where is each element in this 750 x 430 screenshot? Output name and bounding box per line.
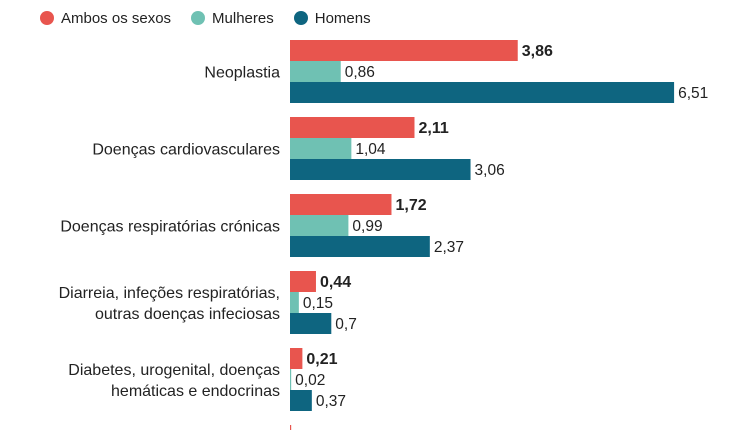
value-label: 1,72 bbox=[395, 197, 426, 214]
value-label: 0,02 bbox=[295, 372, 325, 389]
category-label: hemáticas e endocrinas bbox=[111, 383, 280, 400]
bar-ambos bbox=[290, 271, 316, 292]
legend: Ambos os sexos Mulheres Homens bbox=[40, 8, 371, 28]
bar-mulheres bbox=[290, 215, 349, 236]
bar-homens bbox=[290, 159, 471, 180]
legend-swatch-homens bbox=[293, 11, 308, 25]
bar-ambos bbox=[290, 117, 415, 138]
bar-mulheres bbox=[290, 369, 292, 390]
value-label: 1,04 bbox=[355, 141, 386, 158]
bar-ambos bbox=[290, 425, 292, 430]
value-label: 0,7 bbox=[335, 316, 357, 333]
legend-label-homens: Homens bbox=[314, 9, 371, 27]
legend-item-mulheres: Mulheres bbox=[191, 10, 274, 27]
bar-ambos bbox=[290, 40, 518, 61]
value-label: 0,15 bbox=[303, 295, 333, 312]
category-label: Doenças respiratórias crónicas bbox=[60, 219, 280, 236]
legend-item-homens: Homens bbox=[293, 9, 371, 27]
value-label: 3,86 bbox=[522, 43, 553, 60]
category-label: outras doenças infeciosas bbox=[95, 306, 280, 323]
legend-swatch-ambos bbox=[40, 11, 54, 25]
value-label: 0,37 bbox=[316, 393, 346, 410]
bar-homens bbox=[290, 313, 332, 334]
value-label: 3,06 bbox=[475, 162, 505, 179]
value-label: 0,02 bbox=[295, 428, 326, 430]
legend-swatch-mulheres bbox=[191, 11, 206, 25]
bar-mulheres bbox=[290, 138, 352, 159]
bar-mulheres bbox=[290, 292, 299, 313]
category-label: Doenças cardiovasculares bbox=[92, 142, 280, 159]
category-label: Diarreia, infeções respiratórias, bbox=[59, 285, 280, 302]
bar-homens bbox=[290, 236, 430, 257]
bar-homens bbox=[290, 390, 312, 411]
value-label: 0,86 bbox=[345, 64, 375, 81]
value-label: 2,11 bbox=[418, 120, 448, 137]
value-label: 0,44 bbox=[320, 274, 351, 291]
legend-item-ambos: Ambos os sexos bbox=[40, 10, 171, 27]
value-label: 0,21 bbox=[306, 351, 337, 368]
legend-label-ambos: Ambos os sexos bbox=[61, 9, 172, 27]
value-label: 0,99 bbox=[352, 218, 382, 235]
bar-ambos bbox=[290, 194, 392, 215]
bar-homens bbox=[290, 82, 675, 103]
legend-label-mulheres: Mulheres bbox=[212, 9, 274, 27]
category-label: Neoplastia bbox=[204, 65, 280, 82]
category-label: Diabetes, urogenital, doenças bbox=[68, 362, 280, 379]
bar-mulheres bbox=[290, 61, 341, 82]
value-label: 6,51 bbox=[678, 85, 708, 102]
value-label: 2,37 bbox=[434, 239, 464, 256]
bar-ambos bbox=[290, 348, 303, 369]
